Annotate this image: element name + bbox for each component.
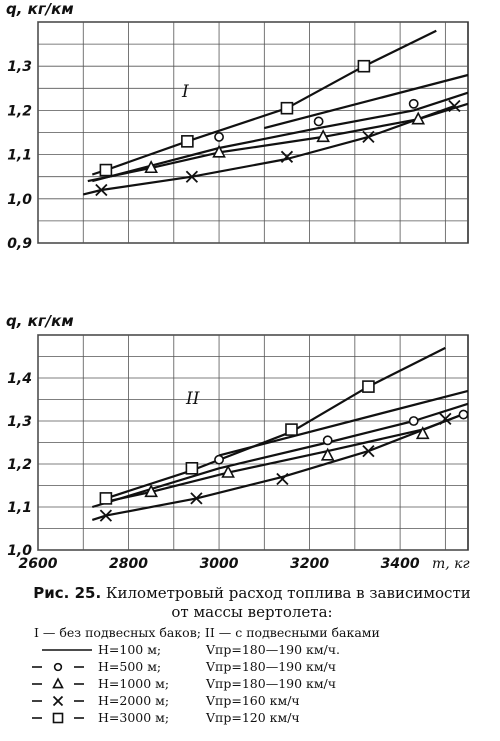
legend-symbol-square bbox=[32, 712, 84, 724]
figure-caption: Рис. 25. Километровый расход топлива в з… bbox=[14, 584, 490, 622]
y-axis-label: q, кг/км bbox=[6, 312, 74, 330]
data-point-circle bbox=[458, 409, 469, 420]
data-point-triangle bbox=[320, 447, 335, 461]
y-tick-label: 0,9 bbox=[7, 236, 32, 252]
data-point-square bbox=[181, 135, 194, 148]
y-axis-label: q, кг/км bbox=[6, 0, 74, 18]
caption-label: Рис. 25. bbox=[33, 584, 102, 602]
data-point-cross bbox=[362, 130, 375, 144]
y-tick-label: 1,2 bbox=[7, 103, 32, 119]
series-line-circle bbox=[92, 91, 469, 183]
caption-text-2: от массы вертолета: bbox=[171, 603, 333, 621]
data-point-triangle bbox=[144, 484, 158, 498]
data-point-cross bbox=[99, 509, 113, 522]
legend-altitude: H=1000 м; bbox=[98, 676, 170, 691]
y-tick-label: 1,4 bbox=[7, 371, 32, 387]
data-point-square bbox=[362, 380, 375, 393]
x-tick-label: 2800 bbox=[109, 556, 148, 572]
series-line-triangle bbox=[87, 102, 469, 183]
y-tick-label: 1,3 bbox=[7, 59, 32, 75]
legend-symbol-none bbox=[42, 649, 92, 651]
legend-speed: Vпр=180—190 км/ч. bbox=[206, 642, 341, 657]
data-point-square bbox=[357, 59, 371, 73]
data-point-triangle bbox=[221, 464, 235, 478]
legend-speed: Vпр=160 км/ч bbox=[206, 693, 300, 708]
legend-speed: Vпр=120 км/ч bbox=[206, 710, 300, 725]
data-point-cross bbox=[280, 150, 294, 163]
series-line-cross bbox=[83, 104, 455, 196]
data-point-cross bbox=[448, 99, 461, 113]
data-point-triangle bbox=[316, 129, 330, 143]
y-tick-label: 1,3 bbox=[7, 414, 32, 430]
legend-altitude: H=100 м; bbox=[98, 642, 162, 657]
y-tick-label: 1,0 bbox=[7, 192, 32, 208]
y-tick-label: 1,2 bbox=[7, 457, 32, 473]
data-point-circle bbox=[408, 416, 419, 426]
data-point-circle bbox=[214, 131, 224, 142]
data-point-circle bbox=[214, 454, 224, 465]
panel-1: 0,9 1,0 1,1 1,2 1,3 q, кг/км I bbox=[6, 0, 469, 252]
data-point-triangle bbox=[411, 111, 426, 125]
data-point-square bbox=[185, 461, 199, 475]
series-line-none bbox=[264, 73, 469, 130]
legend-speed: Vпр=180—190 км/ч bbox=[206, 676, 337, 691]
data-point-triangle bbox=[415, 426, 430, 440]
data-point-circle bbox=[408, 98, 419, 109]
x-tick-label: 3000 bbox=[200, 556, 239, 572]
y-tick-label: 1,1 bbox=[7, 500, 32, 516]
data-point-triangle bbox=[144, 160, 158, 174]
legend-symbol-triangle bbox=[32, 677, 84, 689]
data-point-square bbox=[280, 101, 294, 115]
legend-speed: Vпр=180—190 км/ч bbox=[206, 659, 337, 674]
legend-marker-square bbox=[52, 712, 64, 724]
y-tick-label: 1,1 bbox=[7, 148, 32, 164]
data-point-cross bbox=[95, 183, 108, 197]
data-point-square bbox=[99, 492, 113, 505]
y-tick-label: 1,0 bbox=[7, 543, 32, 559]
series-line-cross bbox=[91, 411, 469, 521]
x-tick-label: 3200 bbox=[290, 556, 329, 572]
x-tick-label: 3400 bbox=[381, 556, 420, 572]
data-point-cross bbox=[276, 472, 289, 486]
panel-label: II bbox=[185, 389, 200, 409]
data-point-triangle bbox=[212, 144, 226, 158]
panel-2: 1,0 1,1 1,2 1,3 1,4 2600 2800 3000 3200 3400 m, кг… bbox=[6, 312, 470, 572]
data-point-cross bbox=[439, 412, 452, 425]
legend-marker-triangle bbox=[52, 677, 64, 689]
data-point-cross bbox=[362, 444, 375, 458]
legend-symbol-circle bbox=[32, 662, 84, 672]
figure-charts: 0,9 1,0 1,1 1,2 1,3 q, кг/км I 1,0 1,1 1,2 1,3 1,4 2… bbox=[6, 0, 470, 572]
data-point-cross bbox=[185, 170, 199, 183]
data-point-square bbox=[285, 423, 298, 436]
legend-altitude: H=3000 м; bbox=[98, 710, 170, 725]
legend-symbol-cross bbox=[32, 695, 84, 707]
legend-marker-cross bbox=[52, 695, 64, 707]
data-point-circle bbox=[313, 116, 324, 127]
legend-marker-circle bbox=[53, 662, 63, 672]
x-tick-label: 2600 bbox=[19, 556, 58, 572]
data-point-circle bbox=[322, 435, 333, 446]
x-axis-label: m, кг bbox=[432, 556, 470, 572]
legend-header: I — без подвесных баков; II — с подвесны… bbox=[34, 625, 380, 640]
legend-altitude: H=500 м; bbox=[98, 659, 162, 674]
legend-altitude: H=2000 м; bbox=[98, 693, 170, 708]
data-point-square bbox=[99, 163, 113, 177]
data-point-cross bbox=[190, 492, 203, 505]
panel-label: I bbox=[181, 82, 189, 102]
series-line-triangle bbox=[101, 411, 469, 504]
caption-text-1: Километровый расход топлива в зависимост… bbox=[105, 584, 471, 602]
